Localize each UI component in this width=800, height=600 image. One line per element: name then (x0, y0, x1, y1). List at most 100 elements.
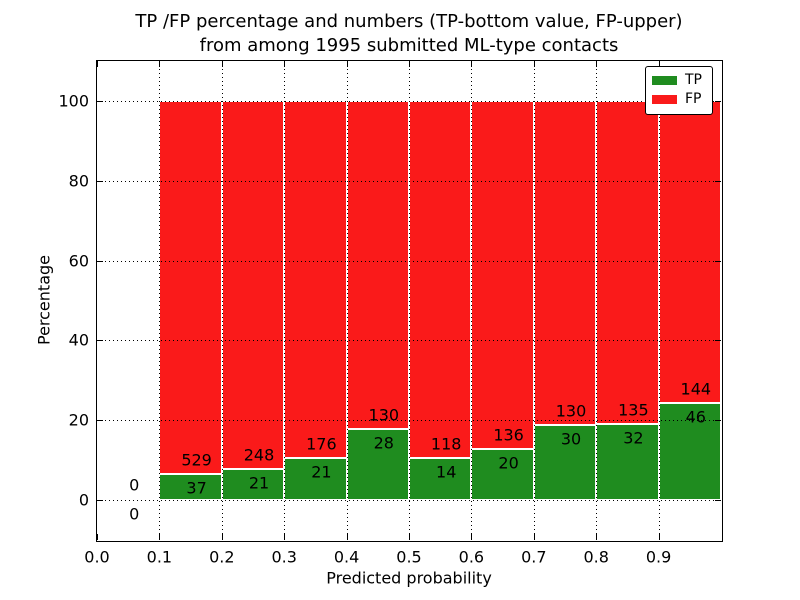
x-tick-label: 0.9 (645, 547, 672, 567)
fp-count-label: 130 (368, 405, 400, 425)
x-gridline (533, 61, 535, 540)
x-tick-label: 0.6 (458, 547, 485, 567)
y-tick-mark (97, 340, 103, 342)
fp-bar-segment (533, 100, 597, 426)
y-tick-label: 100 (58, 91, 89, 111)
x-tick-mark-top (284, 61, 286, 67)
tp-bar-segment (159, 473, 222, 501)
x-tick-mark (221, 534, 223, 540)
x-tick-mark-top (471, 61, 473, 67)
fp-bar-segment (221, 100, 285, 469)
fp-bar-segment (284, 100, 347, 458)
legend-swatch-tp (652, 76, 677, 85)
tp-count-label: 0 (129, 504, 140, 524)
y-tick-mark-right (715, 420, 721, 422)
x-gridline (346, 61, 348, 540)
x-axis-label: Predicted probability (326, 568, 492, 588)
y-axis-label: Percentage (34, 254, 54, 346)
x-tick-mark (596, 534, 598, 540)
x-gridline (596, 61, 598, 540)
tp-bar-segment (471, 448, 534, 501)
y-tick-label: 20 (68, 410, 89, 430)
tp-count-label: 14 (436, 462, 457, 482)
tp-bar-segment (284, 457, 347, 501)
tp-count-label: 30 (560, 429, 582, 449)
fp-count-label: 0 (129, 475, 140, 495)
y-tick-mark-right (715, 340, 721, 342)
tp-bar-segment (409, 457, 472, 501)
y-tick-mark-right (715, 100, 721, 102)
fp-count-label: 135 (618, 400, 649, 420)
x-tick-label: 0.3 (271, 547, 297, 567)
tp-count-label: 20 (498, 453, 519, 473)
x-tick-mark (409, 534, 410, 540)
x-tick-mark (658, 534, 660, 540)
x-gridline (221, 61, 223, 540)
y-tick-mark (97, 100, 103, 102)
x-tick-mark-top (596, 61, 598, 67)
x-tick-label: 0.2 (209, 547, 235, 567)
x-tick-mark-top (346, 61, 348, 67)
tp-count-label: 28 (373, 433, 394, 453)
legend-label-tp: TP (685, 72, 702, 88)
tp-count-label: 46 (685, 407, 706, 427)
x-tick-mark (97, 534, 98, 540)
fp-count-label: 529 (181, 450, 212, 470)
y-tick-mark (97, 180, 103, 182)
legend-item-tp: TP (652, 71, 706, 90)
tp-count-label: 21 (248, 473, 270, 493)
fp-bar-segment (409, 100, 472, 458)
fp-bar-segment (596, 100, 659, 424)
x-tick-mark (533, 534, 535, 540)
y-tick-label: 60 (68, 251, 89, 271)
legend-swatch-fp (652, 95, 677, 104)
y-tick-label: 40 (68, 330, 89, 350)
chart-title-line2: from among 1995 submitted ML-type contac… (199, 35, 619, 56)
x-tick-mark-top (658, 61, 660, 67)
fp-count-label: 130 (555, 401, 587, 421)
y-tick-mark (97, 500, 103, 502)
tp-bar-segment (596, 423, 659, 501)
tp-count-label: 21 (311, 462, 332, 482)
x-gridline (159, 61, 161, 540)
x-tick-mark (471, 534, 473, 540)
fp-count-label: 136 (493, 425, 524, 445)
x-gridline (284, 61, 286, 540)
x-tick-mark-top (159, 61, 161, 67)
tp-bar-segment (533, 425, 597, 501)
x-tick-mark (284, 534, 286, 540)
fp-count-label: 248 (243, 445, 275, 465)
x-tick-mark (346, 534, 348, 540)
y-tick-mark-right (715, 260, 721, 262)
fp-count-label: 176 (306, 434, 337, 454)
legend-item-fp: FP (652, 90, 706, 109)
x-tick-mark-top (533, 61, 535, 67)
y-tick-label: 0 (78, 490, 89, 510)
x-tick-label: 0.8 (583, 547, 609, 567)
x-tick-label: 0.0 (84, 547, 110, 567)
x-tick-label: 0.7 (521, 547, 547, 567)
chart-title-line1: TP /FP percentage and numbers (TP-bottom… (135, 11, 683, 32)
x-tick-mark (159, 534, 161, 540)
legend-label-fp: FP (685, 91, 702, 107)
y-tick-label: 80 (68, 171, 89, 191)
x-gridline (409, 61, 410, 540)
x-tick-mark-top (97, 61, 98, 67)
tp-bar-segment (658, 403, 721, 501)
y-tick-mark (97, 260, 103, 262)
tp-count-label: 32 (623, 428, 644, 448)
fp-bar-segment (471, 100, 534, 449)
y-tick-mark-right (715, 500, 721, 502)
x-tick-label: 0.5 (396, 547, 422, 567)
tp-count-label: 37 (186, 478, 207, 498)
x-tick-label: 0.4 (333, 547, 360, 567)
x-tick-mark-top (221, 61, 223, 67)
fp-bar-segment (658, 100, 721, 404)
x-tick-mark-top (409, 61, 410, 67)
fp-count-label: 118 (430, 434, 462, 454)
x-gridline (658, 61, 660, 540)
legend: TP FP (645, 66, 713, 115)
y-tick-mark-right (715, 180, 721, 182)
x-tick-label: 0.1 (146, 547, 173, 567)
